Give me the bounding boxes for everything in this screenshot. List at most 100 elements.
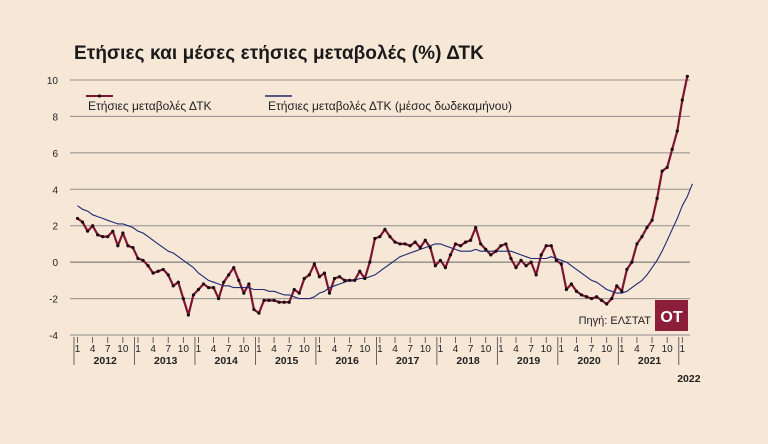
- y-tick-label: 8: [52, 112, 58, 123]
- x-tick-label: 1: [135, 344, 141, 355]
- data-point: [675, 129, 679, 133]
- x-tick-label: 4: [574, 344, 580, 355]
- x-tick-label: 1: [559, 344, 565, 355]
- data-point: [423, 238, 427, 242]
- x-tick-label: 7: [226, 344, 232, 355]
- data-point: [227, 273, 231, 277]
- data-point: [469, 238, 473, 242]
- year-label: 2022: [677, 373, 701, 385]
- data-point: [589, 296, 594, 301]
- data-point: [358, 269, 362, 273]
- data-point: [685, 74, 689, 78]
- x-tick-label: 10: [541, 344, 553, 355]
- x-tick-label: 10: [117, 344, 129, 355]
- data-point: [151, 271, 155, 275]
- data-point: [398, 242, 402, 246]
- data-point: [181, 296, 185, 301]
- brand-logo: [655, 300, 688, 331]
- x-tick-label: 4: [392, 344, 398, 355]
- data-point: [413, 240, 417, 244]
- data-point: [136, 256, 140, 261]
- data-point: [574, 289, 579, 293]
- data-point: [116, 244, 120, 248]
- x-tick-label: 10: [601, 344, 613, 355]
- data-point: [247, 282, 251, 286]
- data-point: [615, 284, 619, 288]
- data-point: [80, 220, 85, 224]
- x-tick-label: 10: [480, 344, 492, 355]
- x-tick-label: 4: [332, 344, 338, 355]
- x-tick-label: 10: [299, 344, 311, 355]
- data-point: [680, 98, 684, 102]
- x-tick-label: 1: [196, 344, 202, 355]
- data-point: [645, 225, 649, 230]
- data-point: [494, 249, 498, 253]
- year-label: 2017: [396, 355, 420, 367]
- data-point: [217, 296, 221, 301]
- data-point: [378, 235, 382, 239]
- data-point: [292, 287, 296, 292]
- data-point: [282, 300, 286, 304]
- data-point: [91, 224, 95, 228]
- data-point: [317, 275, 322, 279]
- x-tick-label: 7: [407, 344, 413, 355]
- data-point: [262, 298, 266, 302]
- x-tick-label: 4: [211, 344, 217, 355]
- x-tick-label: 1: [680, 344, 686, 355]
- data-point: [343, 278, 347, 282]
- x-tick-label: 1: [317, 344, 323, 355]
- data-point: [257, 311, 261, 315]
- data-point: [388, 235, 392, 239]
- data-point: [191, 293, 196, 297]
- data-point: [121, 231, 125, 235]
- data-point: [670, 147, 674, 151]
- x-tick-label: 7: [286, 344, 292, 355]
- brand-logo-text: OT: [660, 309, 682, 326]
- data-point: [544, 244, 548, 248]
- x-tick-label: 1: [75, 344, 81, 355]
- x-tick-label: 10: [420, 344, 432, 355]
- y-tick-label: 4: [52, 185, 58, 196]
- data-point: [620, 289, 624, 293]
- year-label: 2020: [577, 355, 601, 367]
- data-point: [201, 282, 206, 286]
- data-point: [519, 258, 523, 262]
- data-point: [640, 235, 644, 239]
- data-point: [297, 291, 301, 295]
- series-line-average: [77, 183, 693, 300]
- data-point: [373, 236, 377, 241]
- data-point: [428, 245, 432, 250]
- y-tick-label: 10: [47, 76, 59, 87]
- data-point: [206, 286, 211, 290]
- data-point: [277, 300, 281, 304]
- data-point: [272, 298, 276, 302]
- data-point: [600, 298, 604, 302]
- x-tick-label: 4: [271, 344, 277, 355]
- x-tick-label: 7: [649, 344, 655, 355]
- y-tick-label: -2: [49, 295, 58, 306]
- data-point: [554, 258, 558, 262]
- y-tick-label: 0: [52, 258, 58, 269]
- year-label: 2015: [275, 355, 299, 367]
- year-label: 2018: [456, 355, 480, 367]
- x-tick-label: 10: [178, 344, 190, 355]
- data-point: [559, 262, 563, 266]
- data-point: [222, 280, 226, 284]
- data-point: [242, 291, 246, 295]
- x-tick-label: 4: [150, 344, 156, 355]
- x-tick-label: 7: [165, 344, 171, 355]
- data-point: [302, 276, 306, 281]
- data-point: [443, 266, 448, 270]
- data-point: [332, 276, 337, 281]
- x-tick-label: 1: [438, 344, 444, 355]
- year-label: 2021: [638, 355, 662, 367]
- data-point: [337, 275, 342, 279]
- data-point: [504, 242, 508, 246]
- data-point: [403, 242, 407, 246]
- data-point: [156, 269, 160, 273]
- data-point: [101, 235, 105, 239]
- data-point: [605, 302, 609, 306]
- data-point: [408, 244, 412, 248]
- data-point: [665, 165, 669, 170]
- data-point: [655, 196, 659, 200]
